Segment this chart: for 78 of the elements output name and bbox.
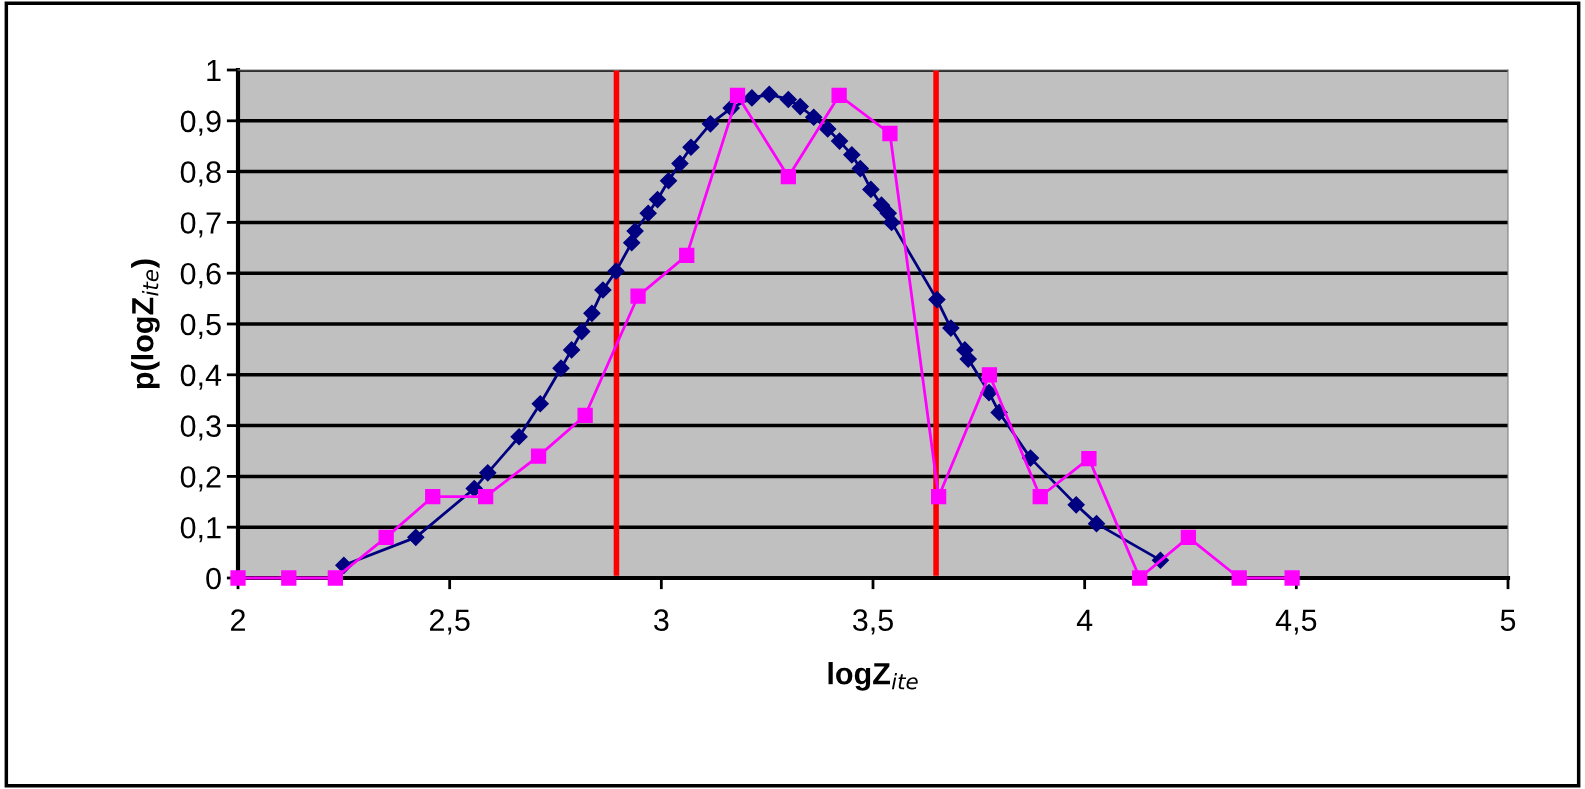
point [230, 570, 246, 586]
y-tick-label: 0,6 [180, 262, 221, 289]
y-tick-label: 0,3 [180, 415, 221, 441]
point [577, 407, 593, 424]
x-axis-title: logZ$_{ite}$ [828, 662, 918, 691]
x-tick-label: 2 [231, 609, 245, 631]
y-axis-title: p(logZ$_{ite}$) [131, 259, 160, 389]
point [1081, 450, 1097, 467]
point [1180, 529, 1197, 545]
y-tick-label: 0,1 [180, 516, 221, 543]
point [1231, 570, 1247, 586]
point [281, 570, 297, 586]
point [1021, 449, 1040, 467]
point [531, 395, 549, 413]
point [563, 341, 581, 359]
point [882, 125, 898, 142]
point [831, 132, 849, 150]
y-tick-label: 0,5 [180, 313, 221, 339]
point [760, 85, 778, 103]
x-tick-label: 4 [1076, 609, 1093, 631]
point [607, 262, 625, 280]
point [623, 234, 641, 252]
point [465, 480, 483, 498]
point [479, 464, 497, 482]
point [1132, 570, 1148, 586]
point [980, 384, 998, 402]
y-tick-label: 1 [207, 60, 221, 82]
point [407, 528, 425, 546]
point [851, 159, 869, 178]
point [671, 154, 689, 173]
point [981, 367, 998, 383]
point [626, 222, 644, 240]
point [530, 448, 547, 464]
point [659, 172, 678, 190]
x-tick-label: 2,5 [429, 609, 470, 635]
point [639, 204, 657, 222]
point [1284, 570, 1300, 586]
point [1067, 496, 1085, 514]
point [378, 529, 394, 545]
point [791, 98, 809, 116]
point [478, 489, 494, 505]
point [831, 87, 847, 104]
point [583, 304, 601, 322]
x-tick-label: 3,5 [852, 609, 893, 635]
x-tick-label: 4,5 [1275, 609, 1317, 635]
point [928, 291, 946, 309]
point [780, 169, 796, 185]
point [630, 288, 646, 304]
point [510, 428, 528, 446]
point [1032, 489, 1048, 505]
point [679, 247, 695, 264]
point [779, 90, 797, 109]
point [327, 570, 344, 586]
y-tick-label: 0,7 [180, 212, 221, 238]
point [552, 359, 570, 377]
y-tick-label: 0,8 [180, 161, 221, 187]
x-tick-label: 5 [1500, 609, 1516, 631]
point [573, 323, 591, 341]
point [648, 190, 667, 209]
y-tick-label: 0,4 [180, 364, 222, 390]
x-tick-label: 3 [654, 609, 669, 631]
y-tick-label: 0,9 [180, 110, 221, 136]
y-tick-label: 0 [206, 567, 221, 590]
point [425, 489, 441, 505]
point [930, 489, 947, 505]
point [819, 120, 837, 138]
point [942, 319, 960, 337]
point [990, 403, 1008, 421]
point [729, 87, 746, 104]
point [1087, 515, 1106, 533]
point [594, 281, 612, 299]
point [701, 115, 719, 133]
point [843, 146, 861, 164]
point [805, 108, 823, 126]
point [862, 180, 880, 198]
y-tick-label: 0,2 [180, 466, 221, 492]
point [682, 138, 700, 156]
point [743, 89, 761, 107]
